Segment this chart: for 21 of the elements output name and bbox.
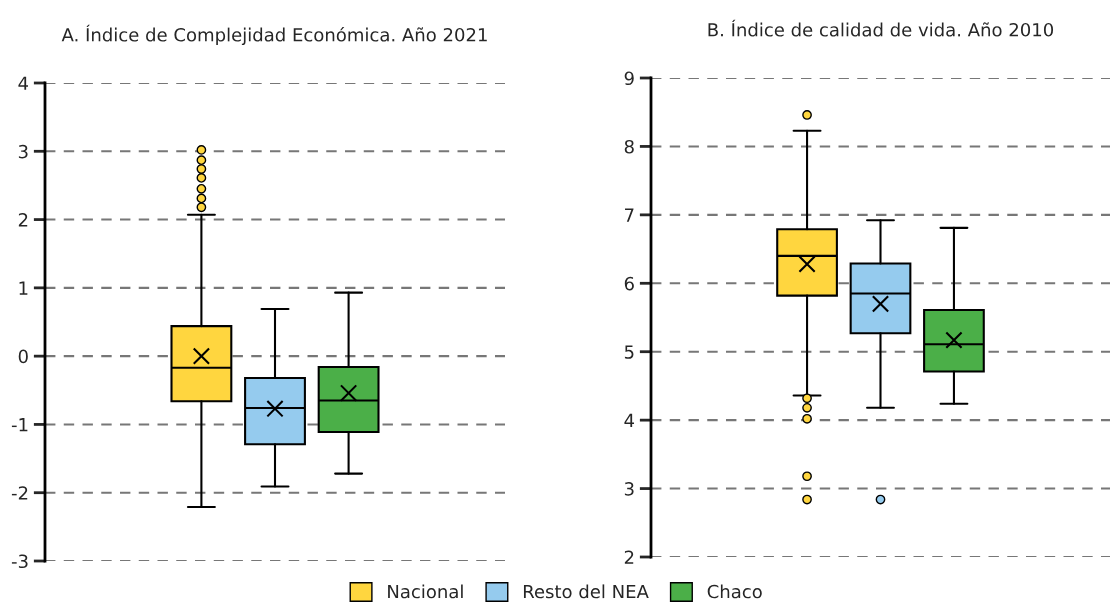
y-tick-label: 4 [624, 413, 635, 427]
y-tick-label: 1 [19, 281, 28, 295]
y-tick-label: 9 [624, 71, 634, 86]
y-tick-label: 2 [18, 213, 28, 227]
chart-title: B. Índice de calidad de vida. Año 2010 [708, 19, 1054, 37]
y-tick-label: 3 [624, 482, 634, 496]
y-tick-label: 3 [18, 144, 28, 159]
legend-label: Chaco [707, 584, 762, 599]
y-tick-label: -2 [11, 486, 28, 500]
legend-label: Nacional [388, 584, 463, 599]
y-tick-label: -1 [11, 418, 28, 432]
y-tick-label: 4 [18, 76, 29, 90]
y-tick-label: -3 [11, 554, 28, 569]
y-tick-label: 7 [625, 208, 634, 222]
y-tick-label: 6 [624, 276, 634, 291]
y-tick-label: 8 [624, 139, 634, 154]
y-tick-label: 0 [18, 349, 28, 364]
chart-title: A. Índice de Complejidad Económica. Año 2021 [61, 24, 487, 46]
y-tick-label: 2 [624, 550, 634, 564]
y-tick-label: 5 [624, 345, 634, 359]
legend-label: Resto del NEA [523, 584, 649, 599]
